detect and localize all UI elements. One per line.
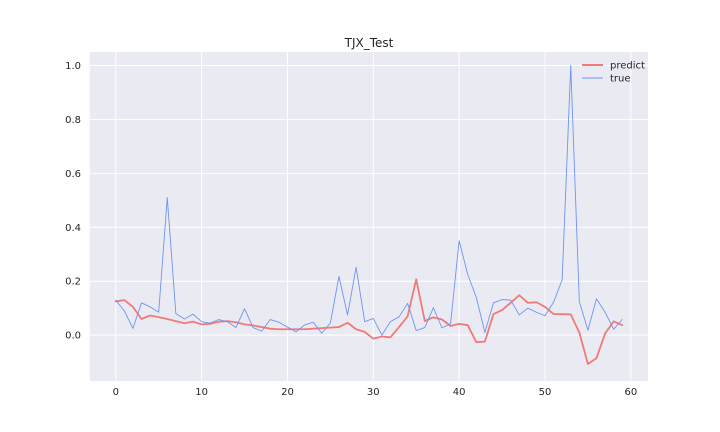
- y-tick-label: 0.4: [65, 223, 81, 234]
- y-tick-label: 1.0: [65, 61, 81, 72]
- legend: predict true: [582, 61, 645, 85]
- grid: [90, 52, 648, 381]
- x-tick-label: 10: [195, 387, 208, 398]
- series-layer: [114, 65, 624, 365]
- y-tick-label: 0.0: [65, 331, 81, 342]
- series-line-true: [115, 65, 623, 336]
- legend-label-predict: predict: [610, 61, 645, 72]
- y-tick-label: 0.2: [65, 277, 81, 288]
- y-tick-label: 0.6: [65, 169, 81, 180]
- x-tick-label: 20: [281, 387, 294, 398]
- tick-labels: 0 10 20 30 40 50 60 0.0 0.2 0.4 0.6 0.8 1.0: [65, 61, 637, 398]
- x-tick-label: 40: [453, 387, 466, 398]
- x-tick-label: 30: [367, 387, 380, 398]
- x-tick-label: 0: [113, 387, 119, 398]
- legend-label-true: true: [610, 74, 631, 85]
- x-tick-label: 50: [539, 387, 552, 398]
- chart-title: TJX_Test: [344, 36, 394, 50]
- y-tick-label: 0.8: [65, 115, 81, 126]
- series-line-predict: [114, 278, 624, 365]
- x-tick-label: 60: [624, 387, 637, 398]
- plot-area: [90, 52, 648, 381]
